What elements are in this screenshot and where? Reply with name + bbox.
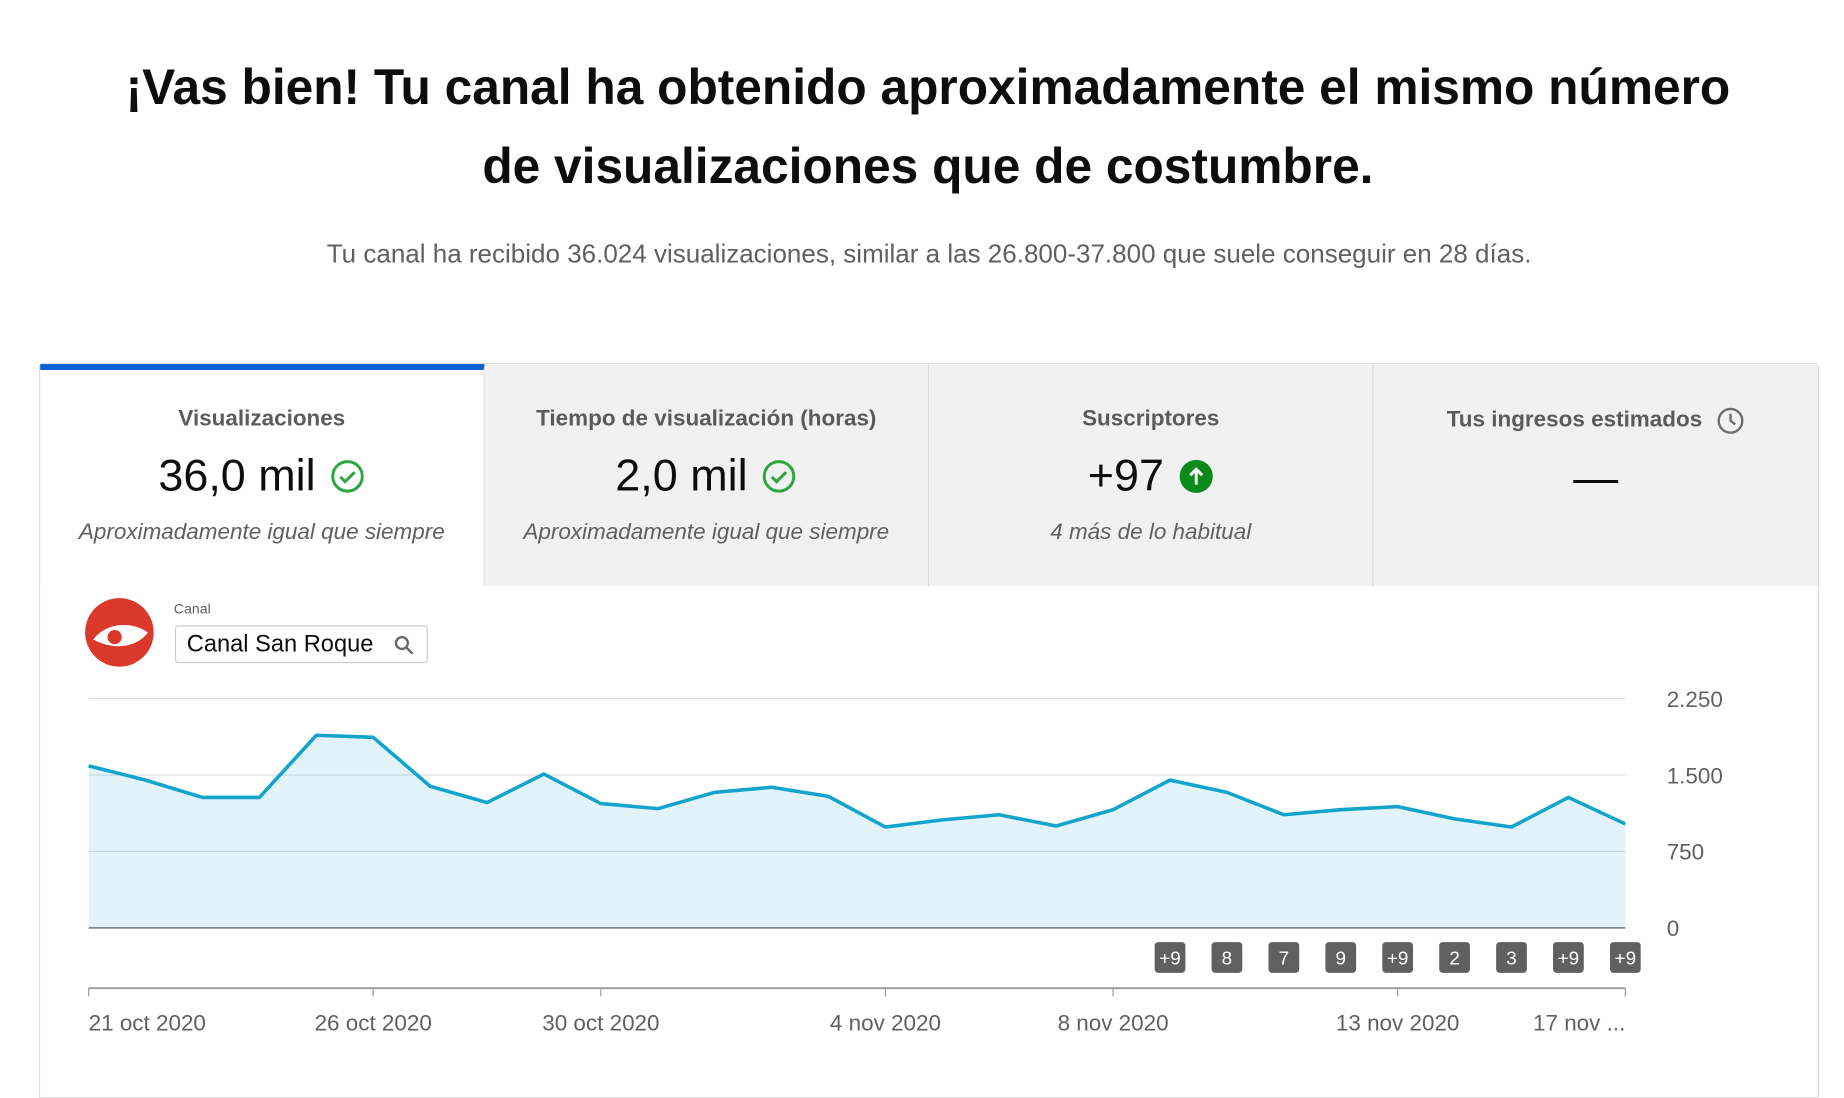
channel-avatar: [85, 598, 154, 667]
tab-value: 2,0 mil: [615, 450, 748, 501]
video-marker[interactable]: +9: [1609, 942, 1641, 973]
subtitle: Tu canal ha recibido 36.024 visualizacio…: [326, 238, 1532, 269]
marker-badge: [1439, 942, 1470, 973]
y-tick-label: 2.250: [1667, 687, 1723, 712]
tab-label: Tiempo de visualización (horas): [536, 406, 877, 432]
x-tick-label: 4 nov 2020: [830, 1011, 941, 1036]
video-marker[interactable]: 2: [1439, 942, 1470, 973]
marker-label: +9: [1387, 949, 1409, 970]
video-marker[interactable]: 3: [1496, 942, 1527, 973]
tab-value-row: 2,0 mil: [485, 449, 928, 503]
y-tick-label: 1.500: [1667, 763, 1723, 788]
tab-value-row: +97: [929, 449, 1372, 503]
line: [88, 733, 1627, 829]
x-tick-label: 17 nov ...: [1533, 1011, 1625, 1036]
x-tick-label: 26 oct 2020: [315, 1011, 432, 1036]
x-tick-label: 13 nov 2020: [1336, 1011, 1460, 1036]
marker-label: 3: [1506, 949, 1517, 970]
tab-value: +97: [1087, 450, 1165, 501]
tab-value: —: [1573, 453, 1619, 503]
marker-badge: [1496, 942, 1527, 973]
marker-label: +9: [1558, 949, 1580, 970]
tab-label: Tus ingresos estimados: [1446, 407, 1703, 433]
marker-badge: [1553, 942, 1584, 973]
marker-badge: [1609, 942, 1641, 973]
video-marker[interactable]: +9: [1154, 942, 1186, 973]
x-tick-label: 8 nov 2020: [1058, 1011, 1169, 1036]
y-tick-label: 0: [1667, 916, 1679, 941]
area: [88, 735, 1626, 928]
up-icon: [1179, 459, 1213, 493]
marker-badge: [1211, 942, 1243, 973]
clock-icon: [1717, 407, 1744, 434]
marker-label: 2: [1449, 949, 1460, 970]
video-marker[interactable]: 8: [1211, 942, 1243, 973]
x-tick-label: 21 oct 2020: [89, 1011, 206, 1036]
metric-tab[interactable]: Tiempo de visualización (horas) 2,0 mil …: [484, 364, 930, 587]
marker-badge: [1154, 942, 1186, 973]
video-marker[interactable]: 7: [1268, 942, 1300, 973]
tab-note: 4 más de lo habitual: [1050, 520, 1252, 545]
metric-tab[interactable]: Visualizaciones 36,0 mil Aproximadamente…: [40, 364, 485, 587]
tab-note: Aproximadamente igual que siempre: [523, 520, 890, 545]
metric-tab[interactable]: Tus ingresos estimados —: [1373, 364, 1818, 587]
video-marker[interactable]: 9: [1325, 942, 1357, 973]
tab-label: Visualizaciones: [178, 406, 346, 432]
marker-label: 9: [1335, 949, 1346, 970]
marker-label: 8: [1222, 949, 1233, 970]
marker-label: +9: [1615, 949, 1637, 970]
marker-label: +9: [1159, 949, 1181, 970]
metric-tab[interactable]: Suscriptores +97 4 más de lo habitual: [929, 364, 1374, 587]
video-marker[interactable]: +9: [1382, 942, 1414, 973]
tab-note: Aproximadamente igual que siempre: [78, 520, 445, 545]
tab-label: Suscriptores: [1082, 406, 1220, 432]
check-icon: [763, 460, 796, 493]
title: ¡Vas bien! Tu canal ha obtenido aproxima…: [125, 59, 1731, 194]
marker-badge: [1382, 942, 1414, 973]
check-icon: [331, 460, 364, 493]
channel-picker[interactable]: Canal San Roque: [174, 625, 428, 664]
marker-label: 7: [1279, 949, 1290, 970]
video-marker[interactable]: +9: [1553, 942, 1584, 973]
metrics-card: Visualizaciones 36,0 mil Aproximadamente…: [39, 362, 1820, 1098]
y-tick-label: 750: [1667, 840, 1704, 865]
marker-badge: [1325, 942, 1357, 973]
search-icon: [394, 635, 414, 655]
tab-label-row: Tus ingresos estimados: [1374, 407, 1818, 435]
tab-value: 36,0 mil: [158, 450, 316, 501]
marker-badge: [1268, 942, 1300, 973]
channel-name: Canal San Roque: [186, 631, 374, 658]
channel-label: Canal: [173, 600, 211, 618]
tab-value-row: 36,0 mil: [40, 449, 483, 503]
x-tick-label: 30 oct 2020: [542, 1011, 659, 1036]
